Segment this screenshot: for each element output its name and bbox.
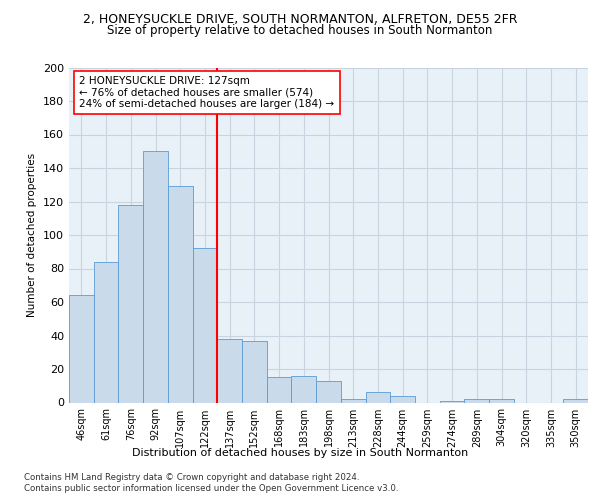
Bar [464,399,489,402]
Bar [292,376,316,402]
Y-axis label: Number of detached properties: Number of detached properties [28,153,37,317]
Bar [563,399,588,402]
Bar [316,380,341,402]
Text: 2, HONEYSUCKLE DRIVE, SOUTH NORMANTON, ALFRETON, DE55 2FR: 2, HONEYSUCKLE DRIVE, SOUTH NORMANTON, A… [83,12,517,26]
Bar [489,399,514,402]
Bar [217,339,242,402]
Bar [69,296,94,403]
Bar [267,378,292,402]
Bar [341,399,365,402]
Text: Contains HM Land Registry data © Crown copyright and database right 2024.: Contains HM Land Registry data © Crown c… [24,472,359,482]
Text: Size of property relative to detached houses in South Normanton: Size of property relative to detached ho… [107,24,493,37]
Bar [94,262,118,402]
Bar [193,248,217,402]
Bar [143,151,168,403]
Bar [168,186,193,402]
Text: Distribution of detached houses by size in South Normanton: Distribution of detached houses by size … [132,448,468,458]
Text: Contains public sector information licensed under the Open Government Licence v3: Contains public sector information licen… [24,484,398,493]
Bar [118,205,143,402]
Bar [440,401,464,402]
Bar [242,340,267,402]
Bar [390,396,415,402]
Bar [365,392,390,402]
Text: 2 HONEYSUCKLE DRIVE: 127sqm
← 76% of detached houses are smaller (574)
24% of se: 2 HONEYSUCKLE DRIVE: 127sqm ← 76% of det… [79,76,335,109]
